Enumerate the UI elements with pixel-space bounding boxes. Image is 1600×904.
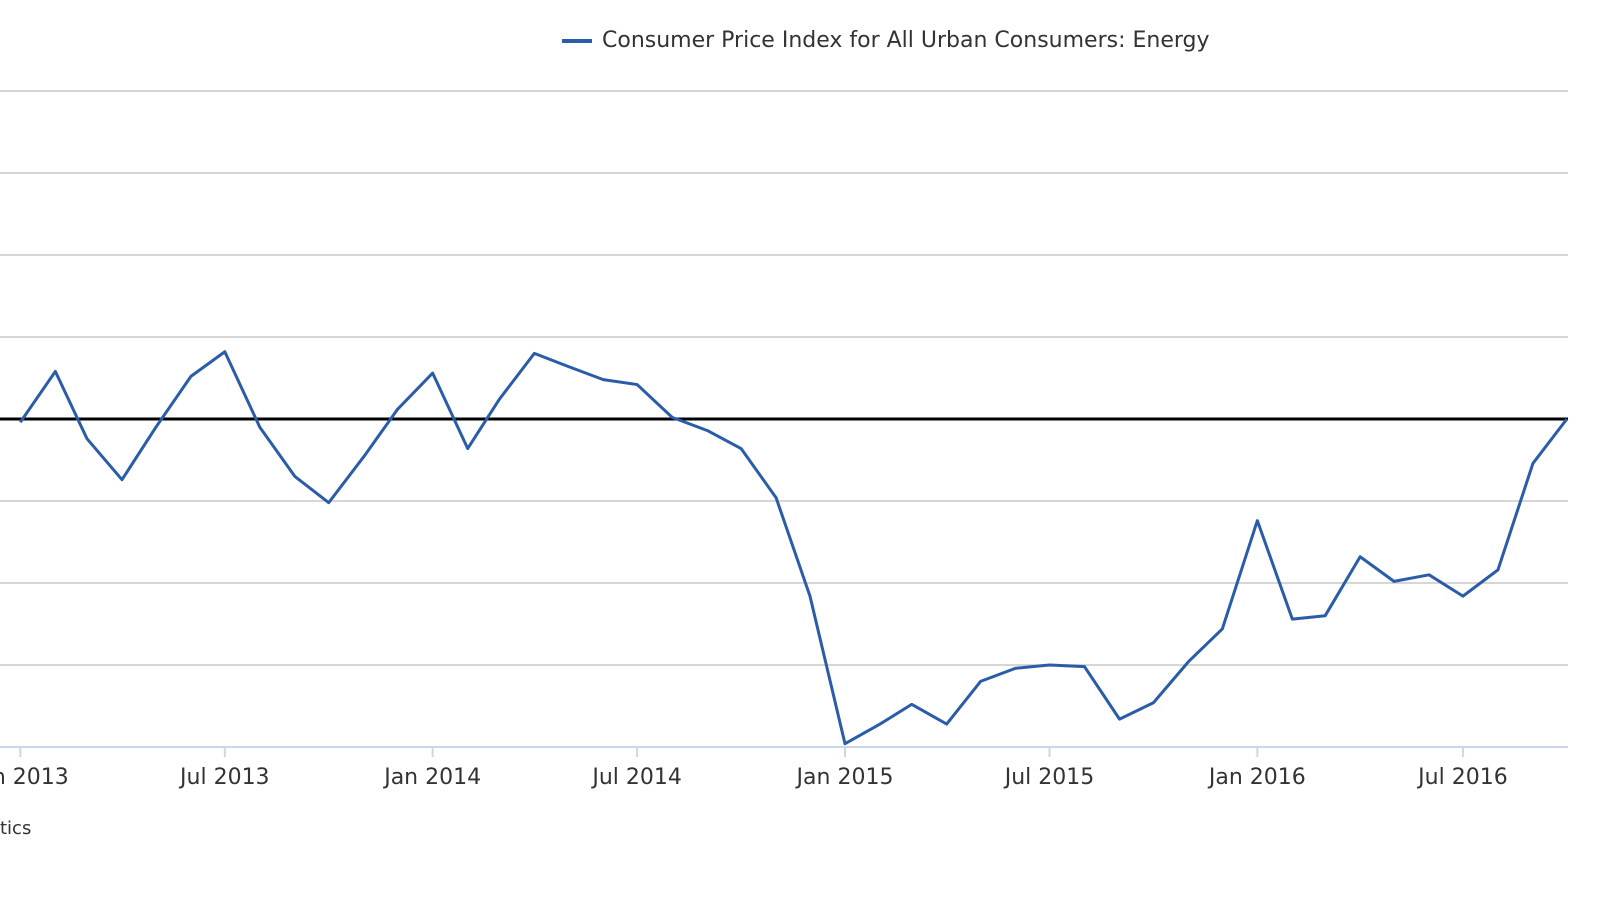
x-tick-label: Jul 2016 [1416, 765, 1508, 790]
source: tics [0, 818, 31, 839]
legend-label: Consumer Price Index for All Urban Consu… [602, 28, 1210, 53]
x-tick-label: Jan 2014 [382, 765, 481, 790]
series-line [19, 350, 1569, 746]
x-tick-label: Jan 2015 [795, 765, 894, 790]
x-tick-label: Jan 2013 [0, 765, 69, 790]
x-tick-label: Jul 2013 [178, 765, 270, 790]
x-tick-label: Jan 2016 [1207, 765, 1306, 790]
x-tick-label: Jul 2014 [590, 765, 682, 790]
x-tick-label: Jul 2015 [1003, 765, 1095, 790]
